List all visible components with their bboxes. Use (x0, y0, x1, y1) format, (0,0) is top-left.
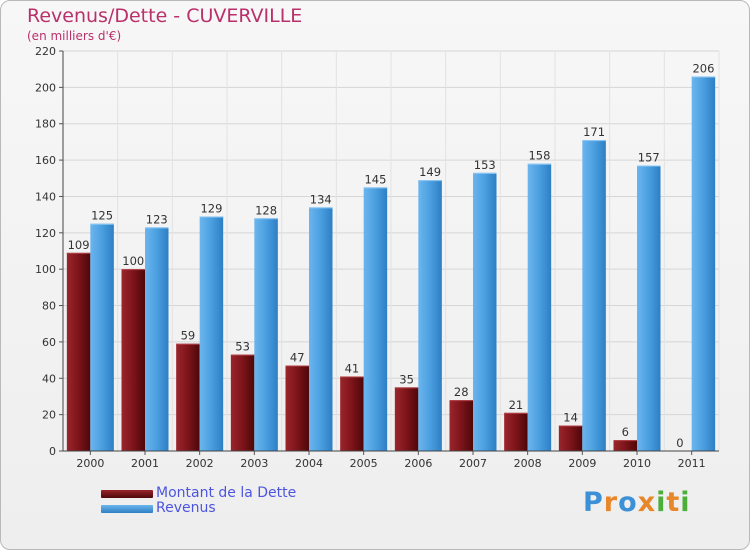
y-tick-label: 140 (35, 190, 56, 203)
value-label-dette: 14 (563, 411, 578, 425)
logo-letter: P (583, 487, 604, 518)
logo-letter: x (637, 487, 657, 518)
logo-letter: r (603, 487, 619, 518)
y-tick-label: 60 (42, 336, 56, 349)
bar-dette-2005 (340, 376, 364, 451)
bar-revenus-2000 (90, 223, 114, 451)
value-label-dette: 35 (399, 372, 414, 386)
x-tick-label: 2000 (76, 457, 104, 470)
y-tick-label: 120 (35, 227, 56, 240)
bar-revenus-2004 (309, 207, 333, 451)
x-tick-label: 2001 (131, 457, 159, 470)
y-tick-label: 160 (35, 154, 56, 167)
value-label-revenus: 206 (692, 61, 714, 75)
bars: 109 125 100 123 59 129 53 128 47 134 41 145 35 149 28 1… (66, 61, 716, 452)
value-label-revenus: 125 (91, 209, 113, 223)
bar-revenus-2009 (582, 140, 606, 451)
legend-swatch-debt (101, 490, 153, 498)
x-tick-label: 2007 (459, 457, 487, 470)
value-label-dette: 47 (290, 351, 305, 365)
chart-subtitle: (en milliers d'€) (27, 29, 122, 43)
value-label-dette: 100 (122, 254, 144, 268)
x-tick-label: 2006 (404, 457, 432, 470)
y-tick-label: 0 (49, 445, 56, 458)
bar-revenus-2006 (418, 180, 442, 451)
y-tick-label: 200 (35, 81, 56, 94)
x-tick-label: 2010 (623, 457, 651, 470)
value-label-revenus: 171 (583, 125, 605, 139)
bar-revenus-2003 (254, 218, 278, 451)
bar-revenus-2005 (363, 187, 388, 451)
legend-swatch-revenue (101, 505, 153, 513)
brand-logo: Proxiti (583, 487, 691, 518)
bar-revenus-2011 (691, 76, 716, 452)
bar-dette-2009 (558, 425, 583, 451)
value-label-dette: 109 (68, 238, 90, 252)
x-tick-label: 2011 (678, 457, 706, 470)
value-label-revenus: 153 (474, 158, 496, 172)
value-label-dette: 28 (454, 385, 469, 399)
bar-dette-2000 (66, 252, 91, 451)
bar-revenus-2008 (527, 163, 552, 451)
value-label-revenus: 128 (255, 203, 277, 217)
value-label-revenus: 129 (200, 201, 222, 215)
x-tick-label: 2003 (240, 457, 268, 470)
x-tick-label: 2008 (514, 457, 542, 470)
logo-letter: i (656, 487, 667, 518)
bar-dette-2003 (230, 354, 255, 451)
bar-dette-2008 (504, 412, 528, 451)
legend-label-debt: Montant de la Dette (156, 485, 297, 501)
bar-dette-2002 (176, 343, 200, 451)
value-label-dette: 41 (345, 361, 360, 375)
logo-letter: t (666, 487, 681, 518)
value-label-revenus: 145 (364, 172, 386, 186)
bar-dette-2007 (449, 400, 473, 451)
x-tick-label: 2004 (295, 457, 323, 470)
value-label-dette: 21 (509, 398, 524, 412)
bar-dette-2006 (394, 387, 419, 451)
logo-letter: i (680, 487, 691, 518)
y-tick-label: 40 (42, 372, 56, 385)
value-label-dette: 53 (235, 340, 250, 354)
value-label-revenus: 158 (528, 149, 550, 163)
y-tick-label: 100 (35, 263, 56, 276)
value-label-revenus: 123 (146, 212, 168, 226)
value-label-dette: 59 (181, 329, 196, 343)
y-tick-label: 180 (35, 118, 56, 131)
legend-label-revenue: Revenus (156, 500, 216, 516)
y-tick-label: 20 (42, 409, 56, 422)
bar-dette-2004 (285, 365, 309, 451)
x-tick-label: 2009 (568, 457, 596, 470)
bar-revenus-2007 (473, 172, 497, 451)
bar-dette-2001 (121, 269, 145, 451)
y-tick-label: 220 (35, 45, 56, 58)
bar-revenus-2002 (199, 216, 224, 451)
value-label-dette: 0 (676, 436, 683, 450)
logo-letter: o (618, 487, 638, 518)
value-label-dette: 6 (622, 425, 629, 439)
y-tick-label: 80 (42, 300, 56, 313)
x-tick-label: 2002 (186, 457, 214, 470)
grid-lines (62, 50, 720, 452)
value-label-revenus: 157 (638, 151, 660, 165)
bar-revenus-2001 (145, 227, 169, 451)
value-label-revenus: 149 (419, 165, 441, 179)
bar-dette-2010 (613, 440, 637, 451)
value-label-revenus: 134 (310, 192, 332, 206)
bar-revenus-2010 (637, 165, 661, 451)
x-tick-label: 2005 (350, 457, 378, 470)
chart-title: Revenus/Dette - CUVERVILLE (27, 5, 303, 27)
